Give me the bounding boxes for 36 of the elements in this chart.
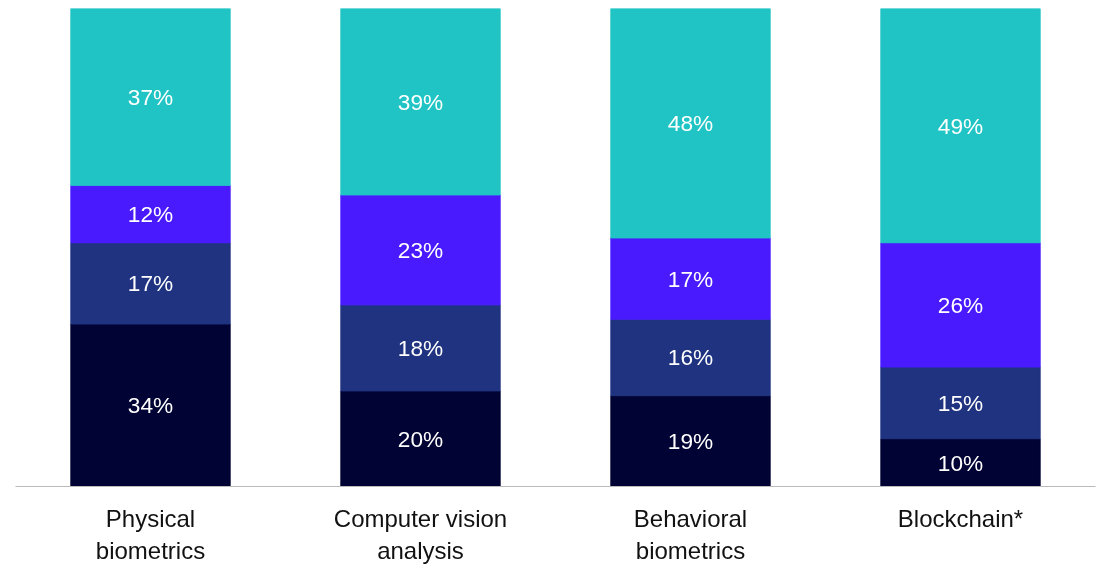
data-label: 20% [397,425,444,452]
data-label: 23% [397,236,444,263]
data-label: 26% [937,291,984,318]
bar [340,194,501,306]
data-label: 48% [667,110,714,137]
data-label: 12% [127,201,174,228]
bar [880,366,1041,440]
bar [610,395,771,487]
data-label: 37% [127,83,174,110]
data-label: 19% [667,428,714,455]
data-label: 10% [937,449,984,476]
bar [340,8,501,196]
data-label: 17% [127,270,174,297]
data-label: 15% [937,389,984,416]
bar [340,304,501,392]
bar [610,237,771,320]
data-label: 17% [667,265,714,292]
bar [70,8,231,186]
x-tick-label: Computer vision analysis [333,504,508,564]
bar [340,390,501,487]
x-tick-label: Blockchain* [897,504,1024,532]
bar [880,242,1041,368]
bar [610,8,771,239]
data-label: 34% [127,392,174,419]
data-label: 16% [667,344,714,371]
x-tick-label: Physical biometrics [95,504,206,564]
data-label: 18% [397,334,444,361]
bar [70,242,231,325]
bar [880,8,1041,244]
x-tick-label: Behavioral biometrics [633,504,748,564]
bar [70,184,231,244]
data-label: 39% [397,88,444,115]
bar [610,318,771,397]
bar [70,323,231,487]
bar [880,438,1041,487]
data-label: 49% [937,112,984,139]
